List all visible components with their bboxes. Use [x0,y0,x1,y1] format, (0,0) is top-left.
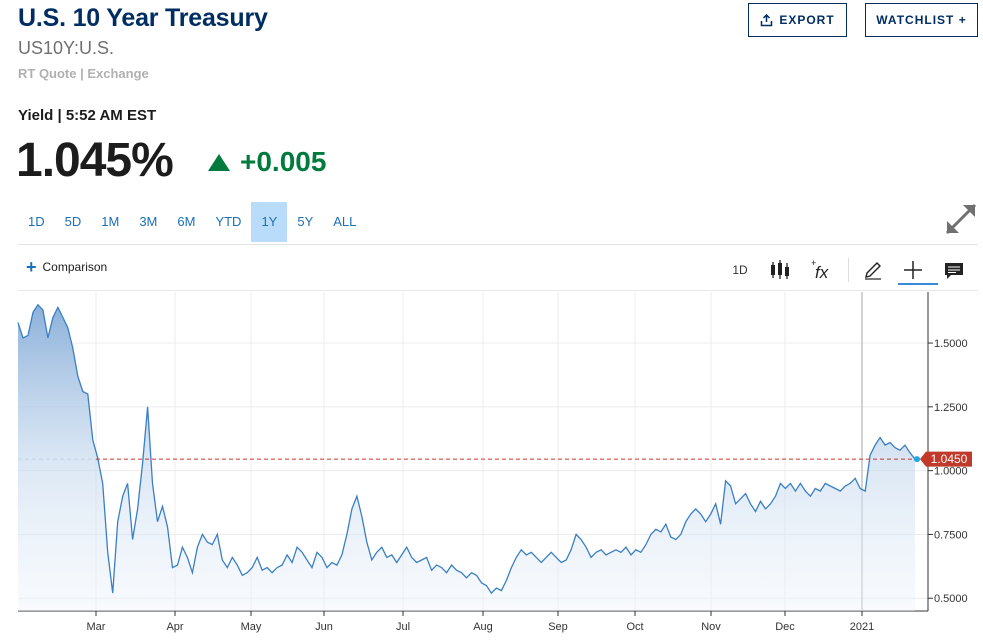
range-tab-5y[interactable]: 5Y [297,214,314,229]
last-point [914,456,920,463]
current-value-label: 1.0450 [931,452,968,466]
up-arrow-icon [208,153,230,171]
comment-icon[interactable] [943,258,965,282]
range-tab-1m[interactable]: 1M [101,214,120,229]
draw-pencil-icon[interactable] [862,258,884,282]
svg-text:fx: fx [815,263,829,282]
divider [18,290,978,291]
add-comparison-button[interactable]: + Comparison [26,257,108,277]
fx-icon[interactable]: + fx [810,258,834,282]
watchlist-button[interactable]: WATCHLIST + [865,3,978,37]
comparison-label: Comparison [42,260,108,274]
x-tick-label: 2021 [850,621,874,633]
toolbar-separator [848,258,849,282]
x-tick-label: Dec [775,621,795,633]
export-button[interactable]: EXPORT [748,3,847,37]
y-tick-label: 0.5000 [934,593,968,605]
range-tab-all[interactable]: ALL [333,214,357,229]
export-icon [761,13,773,26]
x-tick-label: Mar [87,621,106,633]
x-tick-label: Oct [626,621,643,633]
y-tick-label: 1.0000 [934,466,968,478]
change-value: +0.005 [240,146,327,177]
yield-timestamp: Yield | 5:52 AM EST [18,107,157,124]
ticker-symbol: US10Y:U.S. [18,38,115,58]
current-value-badge: 1.0450 [920,451,972,467]
y-tick-label: 1.2500 [934,402,968,414]
range-tab-6m[interactable]: 6M [177,214,196,229]
x-tick-label: May [241,621,262,633]
export-label: EXPORT [779,13,835,27]
y-tick-label: 1.5000 [934,338,968,350]
candles-icon[interactable] [769,258,791,282]
time-range-tabs: 1D 5D 1M 3M 6M YTD 1Y 5Y ALL [18,202,366,242]
watchlist-label: WATCHLIST + [876,13,967,27]
x-tick-label: Aug [473,621,493,633]
crosshair-icon[interactable] [902,258,924,282]
interval-selector[interactable]: 1D [732,263,748,277]
range-tab-3m[interactable]: 3M [139,214,158,229]
svg-text:+: + [811,258,816,268]
expand-icon[interactable] [943,201,979,237]
x-tick-label: Nov [701,621,721,633]
current-price: 1.045% [16,134,174,187]
range-tab-5d[interactable]: 5D [64,214,82,229]
plus-icon: + [26,257,37,277]
quote-source: RT Quote | Exchange [18,66,149,81]
yield-area [18,304,915,611]
divider [18,244,978,245]
x-tick-label: Apr [166,621,183,633]
x-tick-label: Jul [396,621,410,633]
x-tick-label: Jun [315,621,333,633]
range-tab-1d[interactable]: 1D [28,214,45,229]
active-tool-indicator [898,283,938,285]
yield-line [17,303,916,595]
page-title: U.S. 10 Year Treasury [18,4,268,32]
x-tick-label: Sep [548,621,568,633]
range-tab-ytd[interactable]: YTD [215,214,242,229]
range-tab-1y[interactable]: 1Y [251,202,288,242]
price-change: +0.005 [208,146,326,178]
y-tick-label: 0.7500 [934,529,968,541]
